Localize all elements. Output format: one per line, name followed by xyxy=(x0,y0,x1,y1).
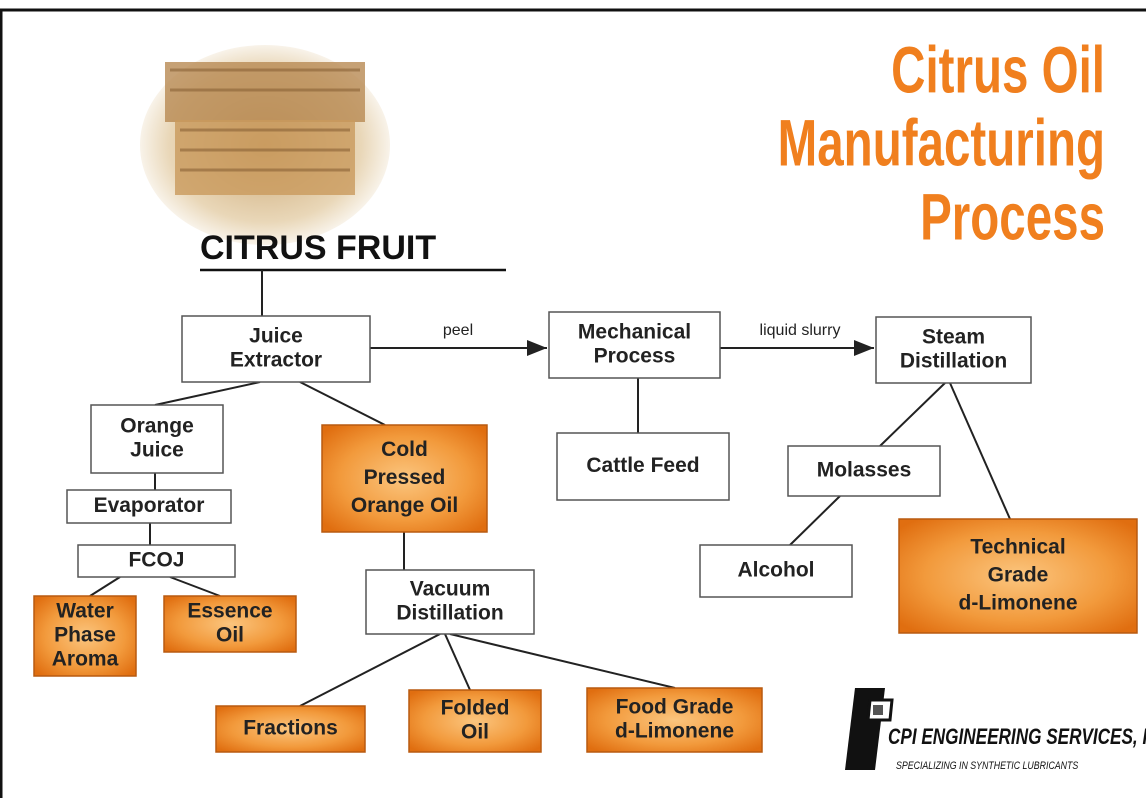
node: Fractions xyxy=(216,706,365,752)
node-label: Cattle Feed xyxy=(586,454,699,477)
node: Technical Grade d-Limonene xyxy=(899,519,1137,633)
title-line: Manufacturing xyxy=(778,107,1105,180)
node-label: Cold xyxy=(381,438,428,461)
root-label: CITRUS FRUIT xyxy=(200,229,436,267)
diagram: Citrus OilManufacturingProcess CITRUS FR… xyxy=(0,0,1146,798)
node: FCOJ xyxy=(78,545,235,577)
nodes: JuiceExtractorMechanicalProcessSteamDist… xyxy=(34,312,1137,752)
node-label: Grade xyxy=(988,564,1049,587)
title-line: Citrus Oil xyxy=(891,34,1105,107)
node-label: Process xyxy=(594,345,676,368)
node-label: Distillation xyxy=(900,350,1007,373)
node-label: Phase xyxy=(54,624,116,647)
node-label: Aroma xyxy=(52,648,119,671)
node-label: Steam xyxy=(922,326,985,349)
node-label: Evaporator xyxy=(94,494,205,517)
node: Cattle Feed xyxy=(557,433,729,500)
node-label: Vacuum xyxy=(410,578,491,601)
node-label: Distillation xyxy=(396,602,503,625)
node-label: Extractor xyxy=(230,349,322,372)
node-label: Folded xyxy=(441,697,510,720)
logo: CPI ENGINEERING SERVICES, INC. SPECIALIZ… xyxy=(845,688,1146,772)
node-label: Alcohol xyxy=(738,559,815,582)
page: Citrus OilManufacturingProcess CITRUS FR… xyxy=(0,0,1146,798)
node-label: Oil xyxy=(216,624,244,647)
node: Evaporator xyxy=(67,490,231,523)
logo-tagline: SPECIALIZING IN SYNTHETIC LUBRICANTS xyxy=(896,760,1079,772)
title-line: Process xyxy=(920,181,1105,254)
node: Molasses xyxy=(788,446,940,496)
node-label: Mechanical xyxy=(578,321,691,344)
node-label: Food Grade xyxy=(616,696,734,719)
node: Alcohol xyxy=(700,545,852,597)
fruit-image xyxy=(140,45,390,245)
node-label: Technical xyxy=(970,536,1065,559)
node-label: Juice xyxy=(249,325,303,348)
node-label: d-Limonene xyxy=(615,720,734,743)
node-label: Water xyxy=(56,600,114,623)
node-label: Juice xyxy=(130,439,184,462)
node-label: Pressed xyxy=(364,466,446,489)
node-label: d-Limonene xyxy=(959,592,1078,615)
node-label: Fractions xyxy=(243,717,338,740)
node: Cold Pressed Orange Oil xyxy=(322,425,487,532)
node-label: Essence xyxy=(187,600,272,623)
edge-label: peel xyxy=(443,322,473,339)
edge-label: liquid slurry xyxy=(760,322,841,339)
node-label: Molasses xyxy=(817,459,912,482)
node-label: FCOJ xyxy=(128,549,184,572)
node-label: Orange xyxy=(120,415,194,438)
logo-name: CPI ENGINEERING SERVICES, INC. xyxy=(888,725,1146,750)
node-label: Oil xyxy=(461,721,489,744)
node-label: Orange Oil xyxy=(351,494,458,517)
